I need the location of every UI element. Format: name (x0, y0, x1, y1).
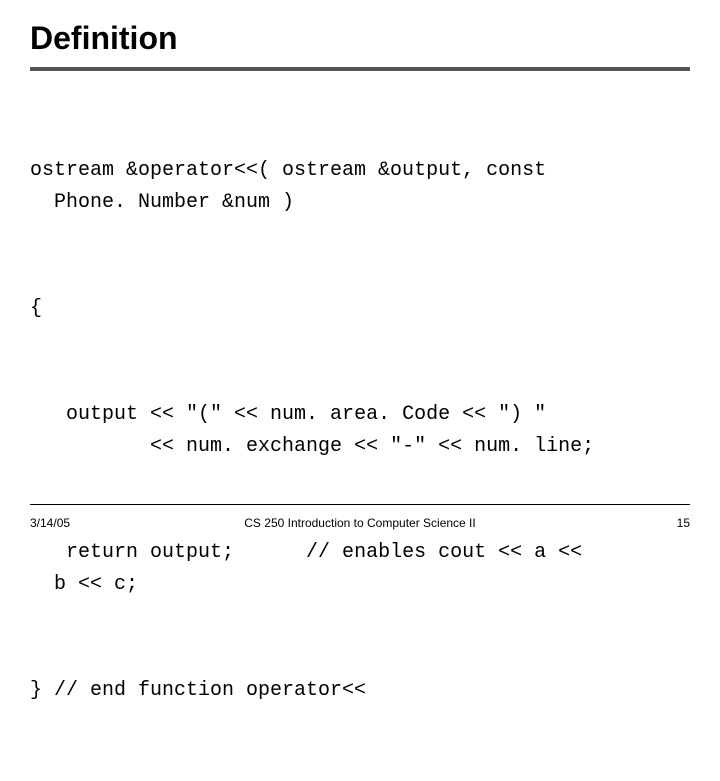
code-block: ostream &operator<<( ostream &output, co… (30, 91, 690, 781)
code-line-4: output << "(" << num. area. Code << ") " (30, 403, 546, 426)
code-line-2: Phone. Number &num ) (30, 191, 294, 214)
code-line-7: b << c; (30, 573, 138, 596)
code-line-5: << num. exchange << "-" << num. line; (30, 435, 594, 458)
code-signature: ostream &operator<<( ostream &output, co… (30, 155, 690, 219)
title-underline (30, 67, 690, 71)
footer: 3/14/05 CS 250 Introduction to Computer … (30, 516, 690, 530)
code-close-brace: } // end function operator<< (30, 675, 690, 707)
slide-container: Definition ostream &operator<<( ostream … (0, 0, 720, 540)
code-return-statement: return output; // enables cout << a << b… (30, 537, 690, 601)
slide-title: Definition (30, 20, 690, 57)
code-line-1: ostream &operator<<( ostream &output, co… (30, 159, 546, 182)
code-output-statement: output << "(" << num. area. Code << ") "… (30, 399, 690, 463)
footer-date: 3/14/05 (30, 516, 70, 530)
footer-page: 15 (677, 516, 690, 530)
footer-rule (30, 504, 690, 505)
code-open-brace: { (30, 293, 690, 325)
code-line-6: return output; // enables cout << a << (30, 541, 582, 564)
footer-course: CS 250 Introduction to Computer Science … (244, 516, 475, 530)
